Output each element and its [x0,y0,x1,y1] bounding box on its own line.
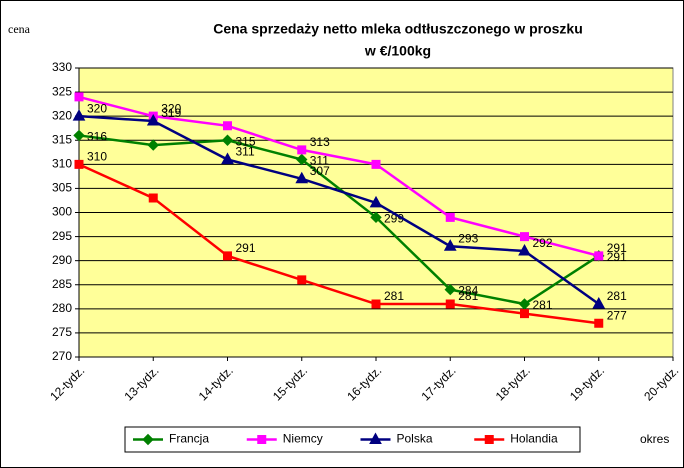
data-point [520,309,529,319]
data-label: 281 [533,298,553,312]
data-point [147,139,159,151]
data-point [74,159,84,169]
x-axis-label: okres [640,432,669,446]
data-point [73,129,85,142]
data-label: 284 [458,284,478,298]
series-line [78,95,600,258]
data-label: 320 [87,101,107,115]
legend-marker [369,432,382,444]
data-point [223,251,232,261]
data-point [520,232,529,242]
data-label: 299 [384,211,404,225]
legend-label: Holandia [510,432,558,446]
data-label: 291 [607,241,627,255]
data-label: 281 [384,289,404,303]
legend-marker [142,433,154,446]
y-tick-label: 315 [52,132,72,146]
legend-marker [257,435,267,444]
data-point [370,211,382,224]
chart-subtitle: w €/100kg [364,43,431,59]
data-point [371,299,381,309]
data-point [369,195,383,208]
data-point [146,113,160,126]
legend-label: Niemcy [283,432,323,446]
y-tick-label: 325 [52,84,72,98]
data-label: 293 [458,231,478,245]
data-point [221,152,234,165]
y-tick-label: 275 [52,325,72,339]
data-point [371,159,381,169]
data-point [223,121,232,131]
y-tick-label: 285 [52,277,72,291]
chart-title: Cena sprzedaży netto mleka odtłuszczoneg… [213,21,583,37]
data-point [74,92,84,102]
data-point [594,318,604,328]
y-tick-label: 300 [52,205,72,219]
y-tick-label: 295 [52,229,72,243]
series-line [78,114,600,306]
data-point [148,193,158,203]
series-line [78,163,599,325]
legend-label: Polska [397,432,433,446]
legend-label: Francja [169,432,209,446]
data-point [221,134,234,146]
data-point [445,212,455,222]
data-label: 311 [310,154,329,168]
y-tick-label: 290 [52,253,72,267]
data-point [443,239,457,251]
data-point [297,145,307,155]
data-label: 315 [236,134,256,148]
data-label: 291 [236,241,256,255]
data-label: 311 [236,145,255,159]
y-tick-label: 270 [52,349,72,363]
y-tick-label: 330 [52,60,72,74]
y-tick-label: 305 [52,181,72,195]
data-point [72,109,86,121]
y-tick-label: 280 [52,301,72,315]
data-point [518,298,531,310]
data-label: 277 [607,308,627,322]
data-label: 316 [87,130,107,144]
data-label: 291 [607,250,627,264]
data-label: 307 [310,164,330,178]
data-label: 313 [310,135,330,149]
data-label: 310 [87,150,107,164]
legend-marker [484,435,494,444]
data-label: 292 [533,236,553,250]
series-line [78,134,600,306]
data-label: 320 [161,101,181,115]
data-point [295,171,309,184]
data-point [296,153,308,166]
data-point [444,283,456,296]
y-axis-label: cena [8,22,31,36]
y-tick-label: 320 [52,108,72,122]
data-point [592,296,606,309]
data-point [445,299,455,309]
data-label: 281 [607,289,627,303]
data-label: 319 [161,106,181,120]
data-point [297,275,307,285]
data-point [594,251,604,261]
y-tick-label: 310 [52,157,72,171]
data-label: 281 [458,289,478,303]
data-point [518,243,531,256]
